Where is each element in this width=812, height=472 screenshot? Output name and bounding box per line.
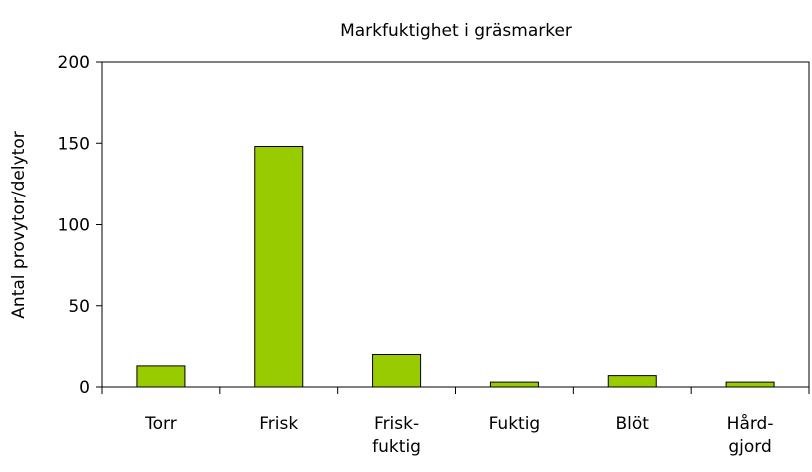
- x-tick-label: Frisk: [259, 414, 298, 434]
- x-tick-label: Fuktig: [489, 414, 541, 434]
- bar: [725, 381, 775, 388]
- y-tick-label: 0: [79, 378, 90, 398]
- y-tick-label: 100: [58, 216, 90, 236]
- y-tick-label: 150: [58, 134, 90, 154]
- bar: [372, 354, 422, 388]
- plot-frame: [101, 61, 810, 388]
- bar: [489, 381, 539, 388]
- label-line: Frisk-: [374, 414, 419, 434]
- x-tick-label: Blöt: [616, 414, 650, 434]
- x-tick-label: Hård-gjord: [727, 413, 774, 457]
- bar: [254, 146, 304, 388]
- x-tick-label: Torr: [144, 414, 177, 434]
- y-tick-label: 50: [68, 297, 90, 317]
- label-line: gjord: [728, 437, 771, 457]
- label-line: Hård-: [727, 413, 774, 434]
- bar: [607, 375, 657, 388]
- label-line: fuktig: [372, 437, 421, 457]
- y-axis-label: Antal provytor/delytor: [9, 131, 29, 318]
- chart-title: Markfuktighet i gräsmarker: [340, 21, 572, 41]
- bar: [136, 365, 186, 388]
- x-tick-label: Frisk-fuktig: [372, 414, 421, 457]
- y-tick-label: 200: [58, 53, 90, 73]
